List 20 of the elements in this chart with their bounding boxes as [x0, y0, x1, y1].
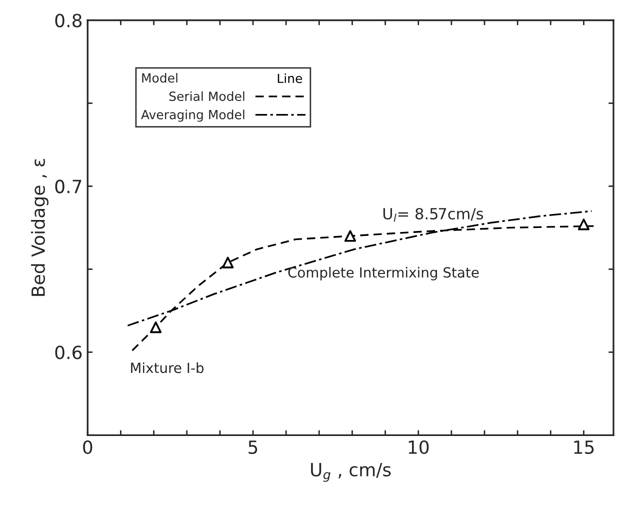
y-tick-label: 0.8: [55, 14, 82, 28]
y-tick-label: 0.7: [55, 180, 82, 194]
point: [344, 230, 356, 242]
x-tick-label: 5: [248, 440, 258, 454]
legend-label: Averaging Model: [141, 110, 244, 122]
annotation: U$_{l}$= 8.57cm/s: [383, 208, 484, 222]
point: [578, 218, 590, 230]
x-tick-label: 0: [83, 440, 92, 454]
annotation: Complete Intermixing State: [288, 266, 479, 280]
y-axis-title: Bed Voidage , ε: [31, 159, 49, 296]
point: [150, 321, 162, 334]
legend-title: Model: [142, 72, 178, 83]
x-tick-label: 15: [574, 440, 594, 454]
x-tick-label: 10: [408, 440, 429, 454]
point: [222, 256, 234, 268]
annotation: Mixture I-b: [131, 362, 204, 374]
x-axis-title: U$_{g}$ , cm/s: [311, 463, 391, 482]
y-tick-label: 0.6: [55, 346, 82, 360]
annotation: Line: [278, 73, 302, 84]
legend-label: Serial Model: [169, 91, 244, 102]
